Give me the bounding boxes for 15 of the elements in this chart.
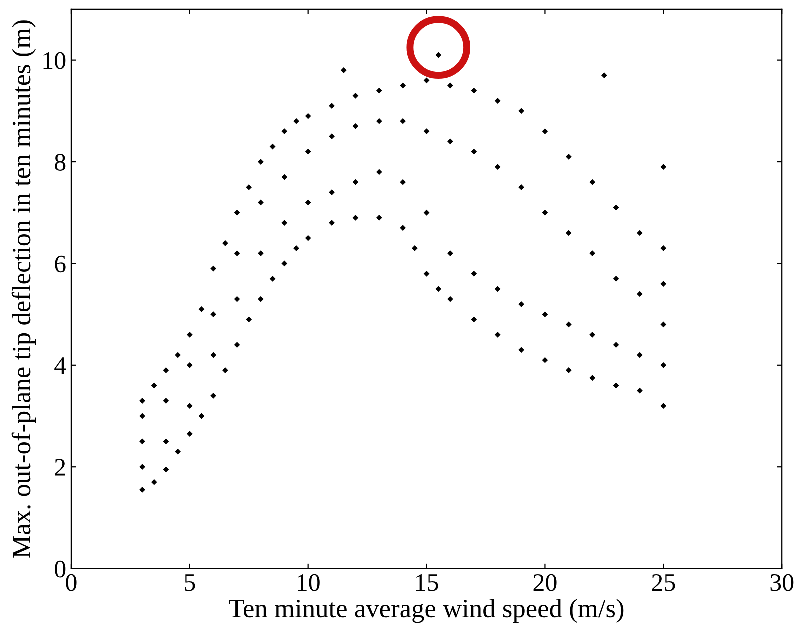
- x-tick-label: 0: [66, 574, 77, 592]
- x-tick-label: 30: [770, 574, 794, 592]
- x-tick-label: 15: [416, 574, 438, 592]
- x-tick-label: 5: [185, 574, 196, 592]
- y-tick-label: 0: [55, 560, 66, 578]
- y-tick-label: 6: [55, 256, 66, 273]
- x-tick-label: 10: [298, 574, 320, 592]
- x-tick-label: 20: [534, 574, 557, 592]
- y-tick-label: 4: [54, 358, 66, 374]
- x-axis-title: Ten minute average wind speed (m/s): [229, 599, 624, 624]
- y-tick-label: 10: [44, 52, 66, 70]
- y-tick-label: 2: [55, 459, 66, 476]
- y-axis-title: Max. out-of-plane tip deflection in ten minutes (m): [12, 20, 36, 558]
- y-tick-label: 8: [55, 154, 66, 171]
- x-tick-label: 25: [652, 574, 676, 592]
